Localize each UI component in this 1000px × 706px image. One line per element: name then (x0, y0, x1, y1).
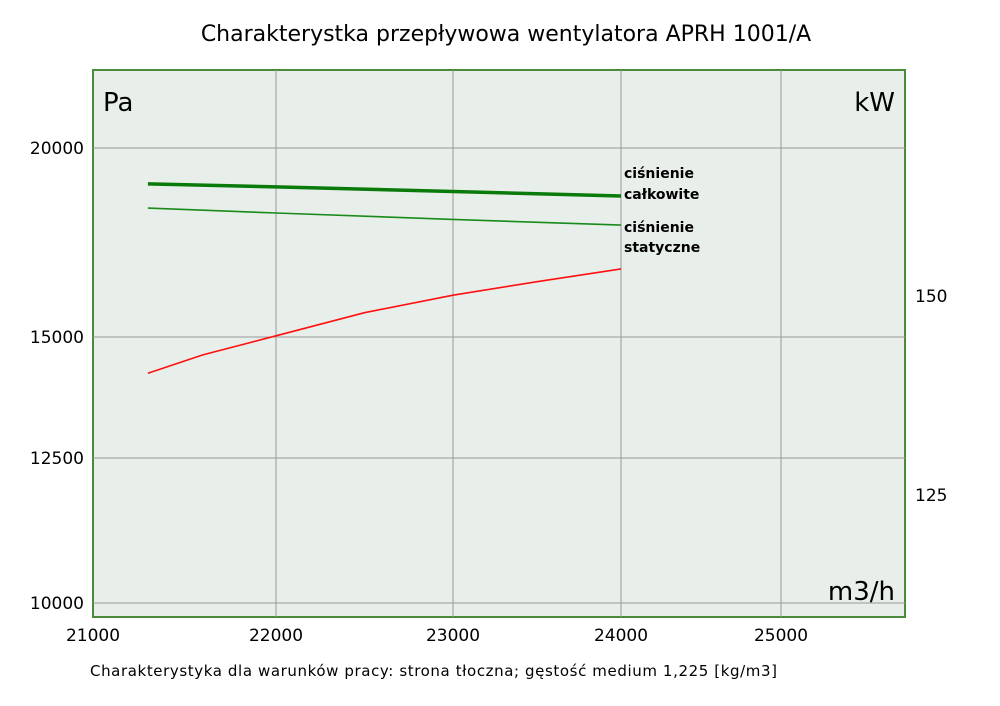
plot-area (92, 69, 906, 618)
series-line-3 (147, 268, 622, 374)
y-tick-label: 20000 (30, 139, 84, 159)
y-tick-label: 12500 (30, 449, 84, 469)
series-label: statyczne (624, 240, 700, 256)
y2-tick-label: 150 (915, 287, 947, 307)
x-tick-label: 21000 (66, 626, 120, 646)
chart-subtitle: Charakterystyka dla warunków pracy: stro… (90, 662, 778, 680)
series-label: ciśnienie (624, 220, 694, 236)
y-tick-label: 15000 (30, 328, 84, 348)
y2-axis-unit-label: kW (854, 88, 895, 118)
series-label: całkowite (624, 187, 699, 203)
series-line-1 (147, 182, 622, 198)
series-line-2 (147, 207, 622, 226)
x-tick-label: 23000 (426, 626, 480, 646)
x-tick-label: 22000 (249, 626, 303, 646)
x-axis-unit-label: m3/h (828, 577, 895, 607)
x-tick-label: 25000 (754, 626, 808, 646)
y-axis-unit-label: Pa (103, 88, 133, 118)
chart-title: Charakterystka przepływowa wentylatora A… (201, 22, 811, 47)
y2-tick-label: 125 (915, 486, 947, 506)
x-tick-label: 24000 (594, 626, 648, 646)
series-label: ciśnienie (624, 166, 694, 182)
y-tick-label: 10000 (30, 594, 84, 614)
